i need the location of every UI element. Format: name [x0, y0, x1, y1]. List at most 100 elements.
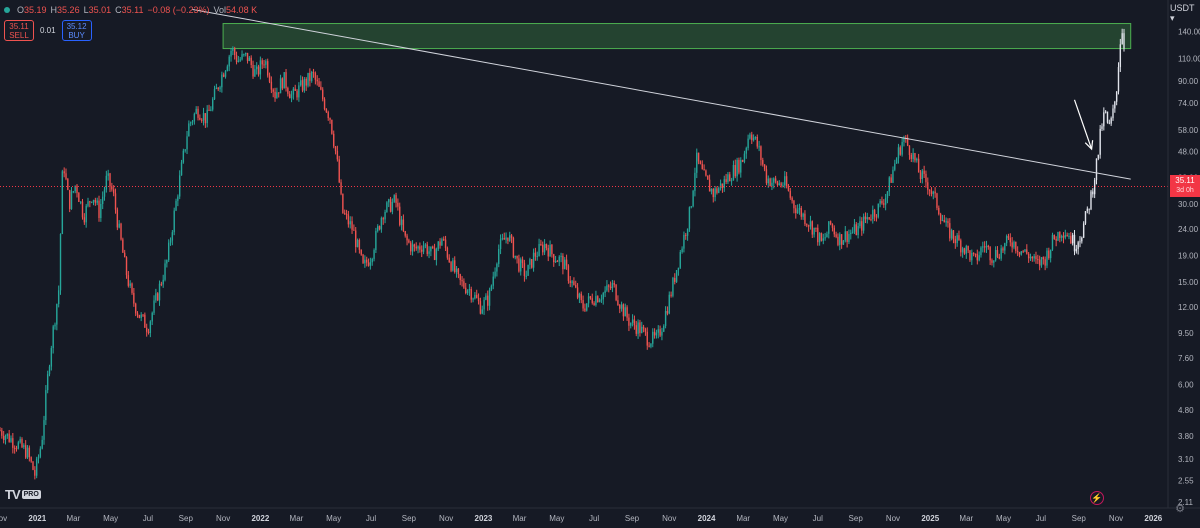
tradingview-logo[interactable]: TV PRO	[5, 487, 41, 502]
candle-body	[461, 280, 463, 282]
sell-button[interactable]: 35.11 SELL	[4, 20, 34, 41]
candle-body	[323, 99, 326, 110]
candle-body	[982, 246, 984, 248]
pro-badge: PRO	[21, 490, 41, 499]
candle-body	[650, 343, 652, 347]
candle-body	[884, 198, 887, 205]
candle-body	[949, 223, 951, 239]
candle-body	[1057, 232, 1059, 241]
candle-body	[188, 123, 190, 137]
candle-body	[228, 56, 230, 67]
candle-body	[553, 254, 555, 263]
candle-body	[122, 239, 124, 253]
volume-label: Vol	[213, 5, 227, 15]
currency-selector[interactable]: USDT ▾	[1170, 3, 1200, 24]
candle-body	[257, 66, 260, 75]
buy-button[interactable]: 35.12 BUY	[61, 20, 92, 41]
candle-body	[345, 213, 348, 215]
candle-body	[622, 304, 625, 317]
candle-body	[965, 246, 968, 254]
candle-body	[679, 252, 681, 268]
candle-body	[105, 175, 108, 190]
candle-body	[686, 228, 689, 236]
candle-body	[549, 244, 551, 257]
candle-body	[567, 265, 570, 281]
candle-body	[356, 240, 359, 248]
candle-body	[1121, 33, 1123, 45]
candle-body	[842, 240, 845, 245]
time-tick-label: Sep	[402, 514, 417, 523]
candle-body	[6, 433, 9, 437]
candle-body	[353, 229, 355, 231]
candle-body	[87, 201, 89, 206]
candle-body	[639, 322, 641, 333]
candle-body	[837, 236, 839, 245]
candle-body	[707, 175, 709, 180]
candle-body	[835, 234, 837, 237]
candle-body	[1031, 256, 1034, 259]
time-tick-label: Mar	[736, 514, 750, 523]
candle-body	[1055, 238, 1057, 241]
candle-body	[252, 64, 254, 77]
candle-body	[1022, 251, 1024, 253]
candle-body	[787, 186, 790, 191]
candle-body	[100, 203, 102, 218]
candle-body	[1110, 118, 1112, 124]
candle-body	[903, 137, 905, 143]
candle-body	[699, 161, 702, 164]
candle-body	[443, 239, 445, 241]
candle-body	[358, 240, 361, 250]
gear-icon[interactable]: ⚙	[1175, 503, 1185, 515]
candle-body	[499, 239, 502, 249]
candle-body	[1101, 126, 1103, 129]
candle-body	[1004, 243, 1006, 251]
candle-body	[991, 260, 993, 263]
candle-body	[976, 253, 979, 261]
candle-body	[30, 457, 32, 462]
candle-body	[67, 178, 69, 190]
candle-body	[411, 244, 414, 252]
candle-body	[465, 287, 467, 294]
candle-body	[378, 226, 381, 230]
candle-body	[239, 59, 241, 61]
candle-body	[697, 152, 700, 162]
last-price-value: 35.11	[1175, 176, 1195, 186]
market-status-dot	[4, 7, 10, 13]
candle-body	[215, 87, 218, 90]
candle-body	[866, 217, 868, 220]
candle-body	[433, 248, 436, 260]
candle-body	[696, 152, 698, 173]
candle-body	[1040, 257, 1043, 266]
candle-body	[15, 448, 18, 450]
candle-body	[758, 146, 760, 148]
candle-body	[725, 179, 727, 182]
close-value: 35.11	[121, 5, 144, 15]
candle-body	[681, 248, 683, 253]
candle-body	[417, 246, 419, 249]
candle-body	[727, 174, 729, 182]
candle-body	[144, 314, 146, 328]
candle-body	[92, 199, 95, 202]
candle-body	[595, 296, 597, 306]
candle-body	[582, 300, 584, 309]
candle-body	[1035, 256, 1037, 260]
lightning-icon[interactable]: ⚡	[1090, 491, 1104, 505]
candle-body	[670, 294, 672, 296]
time-tick-label: May	[996, 514, 1011, 523]
candle-body	[877, 203, 879, 217]
candle-body	[360, 249, 362, 255]
candle-body	[916, 158, 918, 161]
candle-body	[300, 80, 302, 86]
candle-body	[648, 345, 650, 347]
candle-body	[199, 117, 201, 120]
candle-body	[774, 178, 777, 182]
candle-body	[773, 178, 775, 183]
candle-body	[424, 244, 427, 246]
price-tick-label: 110.00	[1178, 54, 1200, 63]
candle-body	[276, 92, 278, 99]
candle-body	[267, 61, 269, 76]
time-tick-label: Nov	[0, 514, 7, 523]
candle-body	[369, 262, 372, 266]
